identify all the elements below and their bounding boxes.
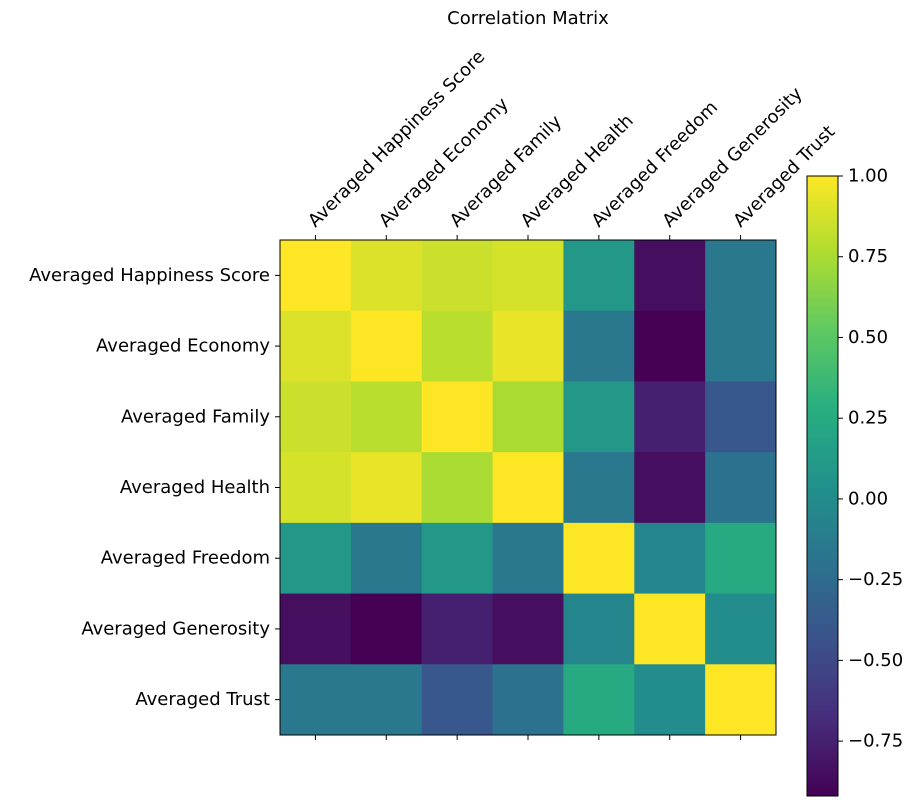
heatmap-cell (350, 593, 423, 665)
heatmap-cell (634, 452, 706, 524)
heatmap-cell (634, 664, 706, 736)
heatmap-cell (563, 593, 635, 665)
heatmap-cell (705, 593, 777, 665)
heatmap-frame (279, 239, 777, 736)
heatmap-cell (563, 452, 635, 524)
heatmap-cell (705, 522, 777, 595)
colorbar-tick-label: −0.50 (848, 650, 903, 671)
heatmap-cell (705, 310, 777, 382)
y-tick-label: Averaged Economy (96, 336, 270, 357)
y-tick-label: Averaged Generosity (81, 618, 270, 639)
colorbar-tick-label: 1.00 (848, 166, 888, 187)
heatmap-cell (492, 452, 564, 524)
heatmap-cell (705, 664, 777, 736)
heatmap-cell (280, 593, 352, 665)
heatmap-cell (492, 240, 564, 312)
colorbar-tick-label: 0.25 (848, 408, 888, 429)
y-axis-ticks: Averaged Happiness Score Averaged Economy… (29, 265, 280, 710)
colorbar (806, 175, 839, 797)
colorbar-tick-label: 0.50 (848, 327, 888, 348)
heatmap-cell (350, 240, 423, 312)
heatmap-cell (634, 593, 706, 665)
y-tick-label: Averaged Freedom (101, 548, 270, 569)
heatmap-cell (421, 664, 494, 736)
colorbar-tick-label: 0.75 (848, 246, 888, 267)
heatmap-cell (563, 522, 635, 595)
y-tick-label: Averaged Trust (135, 689, 270, 710)
heatmap-cell (634, 240, 706, 312)
heatmap-cell (492, 310, 564, 382)
y-tick-label: Averaged Family (121, 406, 270, 427)
heatmap-cell (563, 664, 635, 736)
heatmap-cell (421, 310, 494, 382)
colorbar-tick-label: −0.25 (848, 569, 903, 590)
y-tick-label: Averaged Happiness Score (29, 265, 270, 286)
y-tick-label: Averaged Health (120, 477, 270, 498)
heatmap-cell (563, 310, 635, 382)
heatmap-cell (492, 522, 564, 595)
heatmap-cell (280, 522, 352, 595)
heatmap-cell (492, 381, 564, 453)
heatmap-cell (280, 664, 352, 736)
heatmap-cells (280, 240, 777, 736)
heatmap-cell (280, 381, 352, 453)
heatmap-cell (492, 664, 564, 736)
heatmap-cell (280, 452, 352, 524)
heatmap-cell (421, 452, 494, 524)
heatmap-cell (421, 593, 494, 665)
colorbar-ticks: 1.00 0.75 0.50 0.25 0.00 −0.25 −0.50 −0.75 (838, 166, 903, 752)
colorbar-tick-label: 0.00 (848, 488, 888, 509)
heatmap-cell (705, 381, 777, 453)
heatmap-cell (492, 593, 564, 665)
heatmap-cell (705, 240, 777, 312)
heatmap-cell (280, 240, 352, 312)
heatmap-cell (421, 522, 494, 595)
x-tick-label: Averaged Economy (375, 93, 513, 231)
heatmap-cell (421, 240, 494, 312)
chart-title: Correlation Matrix (447, 8, 609, 29)
x-tick-label: Averaged Freedom (588, 97, 723, 232)
heatmap-cell (350, 522, 423, 595)
heatmap-cell (280, 310, 352, 382)
heatmap-cell (634, 522, 706, 595)
heatmap-cell (563, 381, 635, 453)
heatmap-cell (705, 452, 777, 524)
x-tick-label: Averaged Generosity (658, 83, 807, 232)
heatmap-cell (350, 381, 423, 453)
heatmap-cell (563, 240, 635, 312)
colorbar-tick-label: −0.75 (848, 731, 903, 752)
heatmap-cell (350, 664, 423, 736)
heatmap-cell (634, 381, 706, 453)
heatmap-cell (350, 310, 423, 382)
heatmap-cell (421, 381, 494, 453)
heatmap-cell (634, 310, 706, 382)
heatmap-cell (350, 452, 423, 524)
